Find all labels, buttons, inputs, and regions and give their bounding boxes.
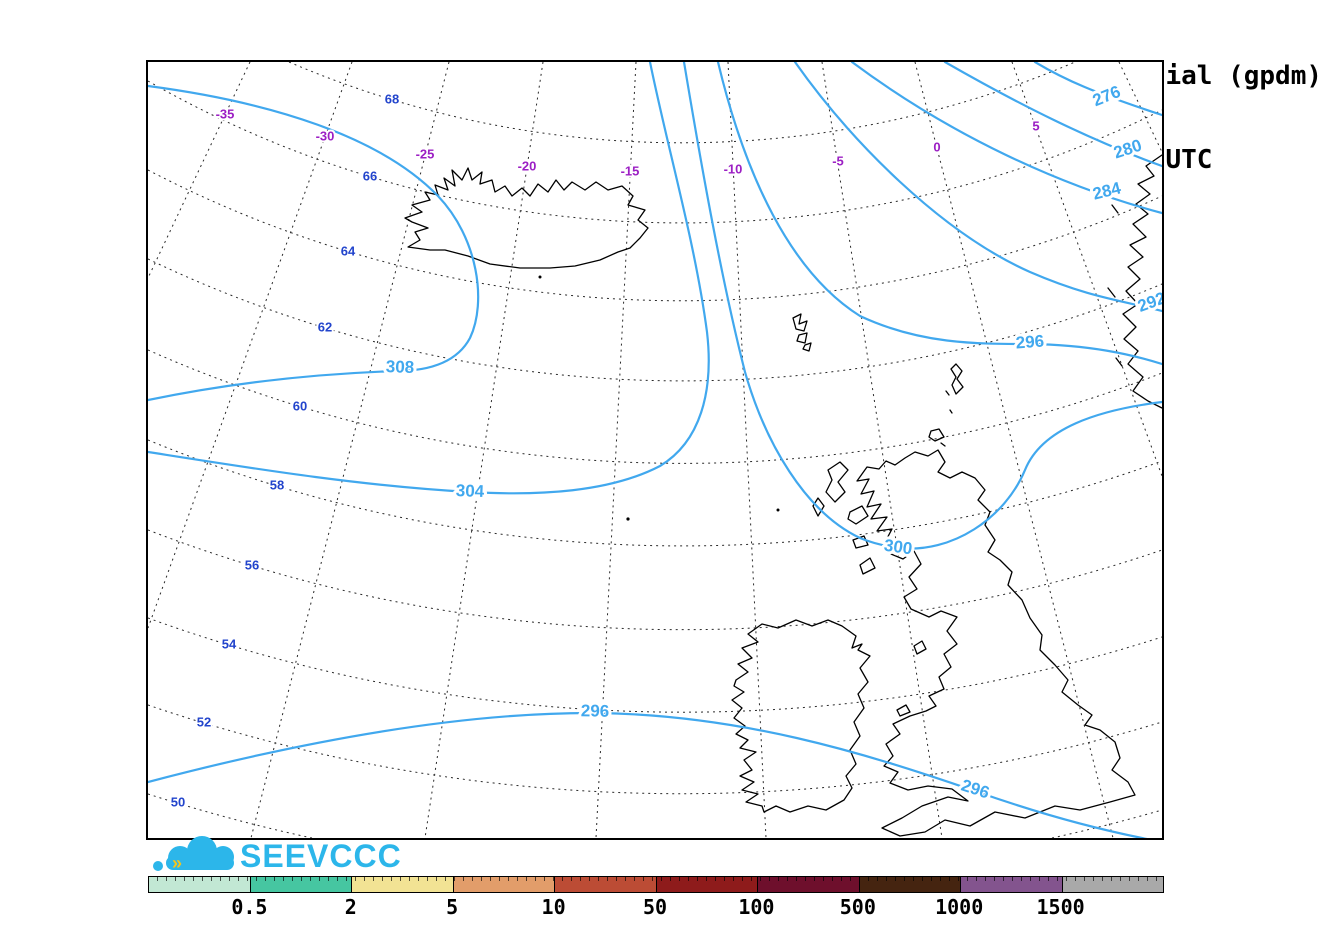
coastline-iceland: [404, 167, 649, 269]
lon-label: -35: [216, 106, 235, 121]
contour-296-northeast: [716, 62, 1162, 366]
contour-label: 276: [1090, 82, 1123, 110]
colorbar-label: 2: [344, 895, 357, 919]
colorbar-label: 1000: [935, 895, 984, 919]
contour-label: 296: [1015, 332, 1045, 353]
lat-label: 54: [222, 636, 237, 651]
colorbar-segment: [960, 877, 1062, 892]
colorbar-segment: [1061, 877, 1163, 892]
islet-st-kilda: [776, 508, 780, 512]
contour-label: 296: [581, 701, 610, 720]
seevccc-logo-icon: »: [153, 836, 234, 873]
lon-label: -15: [621, 163, 640, 178]
contour-308: [148, 84, 480, 402]
lat-label: 50: [171, 794, 185, 809]
contour-label: 292: [1135, 288, 1162, 316]
coastline-great-britain: [856, 449, 1136, 837]
lon-label: -20: [518, 158, 537, 173]
contour-label: 300: [883, 536, 914, 559]
contour-296-south: [148, 711, 1148, 838]
contour-label: 308: [386, 357, 415, 377]
islet-rockall: [626, 517, 630, 521]
lat-label: 68: [385, 91, 399, 106]
colorbar-label: 1500: [1036, 895, 1085, 919]
colorbar-segment: [351, 877, 453, 892]
contour-label: 304: [456, 481, 486, 501]
colorbar: [148, 876, 1164, 893]
lon-label: -10: [724, 161, 743, 176]
coastline-faroe-islands: [792, 313, 812, 352]
colorbar-labels: 0.5 2 5 10 50 100 500 1000 1500: [148, 895, 1162, 919]
lon-label: -25: [416, 146, 435, 161]
lat-label: 62: [318, 319, 332, 334]
islet-vestmannaeyjar: [538, 275, 542, 279]
colorbar-label: 10: [541, 895, 566, 919]
colorbar-segment: [655, 877, 757, 892]
lat-label: 66: [363, 168, 377, 183]
colorbar-label: 5: [446, 895, 459, 919]
lon-label: 0: [933, 139, 940, 154]
coastline-shetland-orkney: [928, 363, 964, 447]
lon-label: 5: [1032, 118, 1039, 133]
contour-284: [850, 62, 1162, 215]
colorbar-segment: [452, 877, 554, 892]
colorbar-label: 50: [642, 895, 668, 919]
lat-label: 58: [270, 477, 284, 492]
contour-280: [943, 62, 1162, 168]
map-frame: 276 280 284 292 296 308 304 300 296 296 68 66 64 62 6…: [146, 60, 1164, 840]
colorbar-segment: [249, 877, 351, 892]
colorbar-segment: [554, 877, 656, 892]
lat-label: 52: [197, 714, 211, 729]
latitude-labels: 68 66 64 62 60 58 56 54 52 50: [169, 89, 401, 811]
lat-label: 64: [341, 243, 356, 258]
lat-label: 60: [293, 398, 307, 413]
contour-292: [793, 62, 1162, 313]
coastline-ireland: [731, 619, 871, 813]
colorbar-segment: [149, 877, 250, 892]
colorbar-segment: [757, 877, 859, 892]
colorbar-label: 500: [839, 895, 876, 919]
colorbar-label: 100: [738, 895, 775, 919]
graticule-lines: [148, 62, 1162, 838]
contour-300: [682, 62, 1162, 550]
lon-label: -30: [316, 128, 335, 143]
lon-label: -5: [832, 153, 844, 168]
seevccc-text: SEEVCCC: [240, 838, 402, 874]
coastline-norway: [1107, 154, 1162, 409]
longitude-labels: -35 -30 -25 -20 -15 -10 -5 0 5: [214, 104, 1042, 180]
contour-304: [148, 62, 710, 495]
lat-label: 56: [245, 557, 259, 572]
colorbar-label: 0.5: [231, 895, 268, 919]
coastline-hebrides-islands: [812, 461, 927, 717]
contour-276: [1033, 62, 1162, 117]
logo-arrows-icon: »: [172, 853, 182, 873]
colorbar-segment: [858, 877, 960, 892]
